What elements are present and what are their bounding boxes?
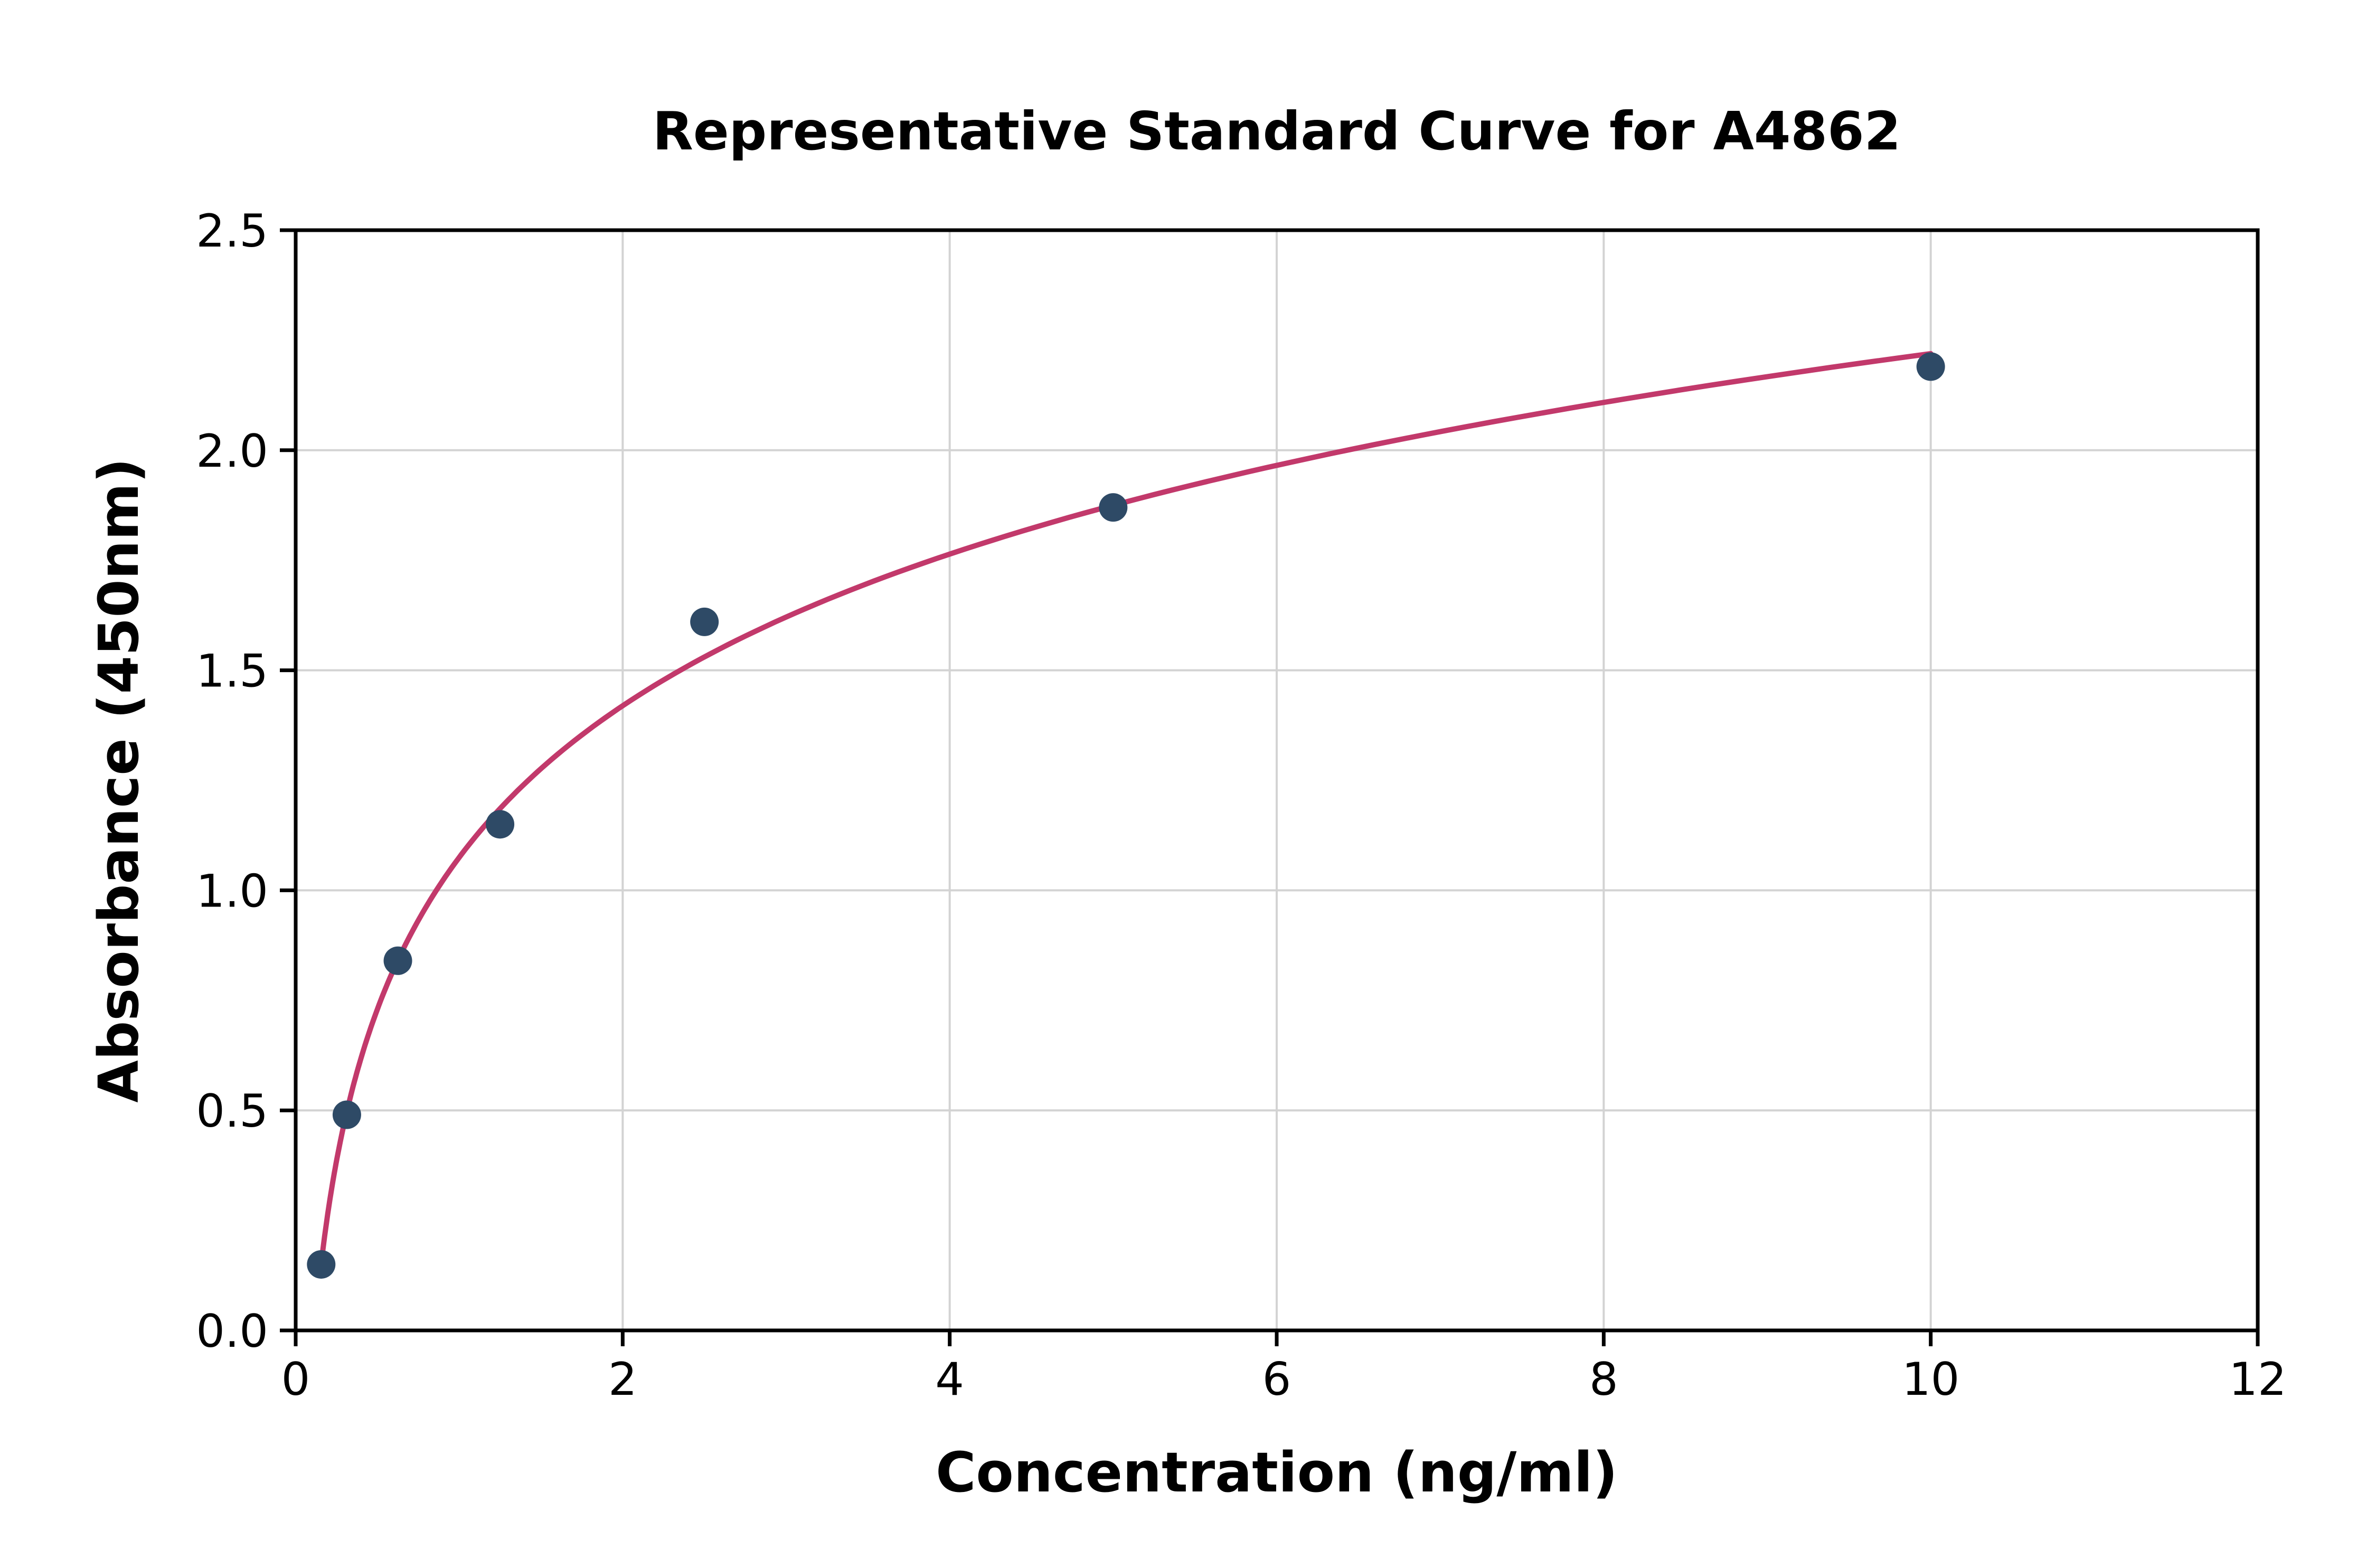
y-tick-label: 1.0 bbox=[196, 865, 268, 918]
x-tick-label: 2 bbox=[608, 1353, 637, 1406]
data-point bbox=[383, 946, 412, 975]
y-tick-label: 2.0 bbox=[196, 425, 268, 478]
x-tick-label: 6 bbox=[1262, 1353, 1291, 1406]
chart-title: Representative Standard Curve for A4862 bbox=[652, 100, 1901, 162]
y-tick-label: 0.0 bbox=[196, 1305, 268, 1358]
x-tick-label: 8 bbox=[1589, 1353, 1618, 1406]
y-tick-label: 2.5 bbox=[196, 205, 268, 258]
x-tick-label: 12 bbox=[2229, 1353, 2286, 1406]
y-tick-label: 1.5 bbox=[196, 645, 268, 698]
data-point bbox=[1916, 352, 1945, 381]
y-tick-label: 0.5 bbox=[196, 1085, 268, 1138]
data-point bbox=[332, 1100, 361, 1129]
x-tick-label: 10 bbox=[1902, 1353, 1959, 1406]
data-point bbox=[690, 607, 719, 636]
data-point bbox=[486, 810, 515, 839]
x-tick-label: 4 bbox=[935, 1353, 964, 1406]
data-point bbox=[1099, 493, 1128, 522]
data-point bbox=[307, 1250, 336, 1279]
x-tick-label: 0 bbox=[281, 1353, 310, 1406]
x-axis-label: Concentration (ng/ml) bbox=[936, 1440, 1618, 1505]
fit-curve bbox=[318, 351, 1934, 1267]
